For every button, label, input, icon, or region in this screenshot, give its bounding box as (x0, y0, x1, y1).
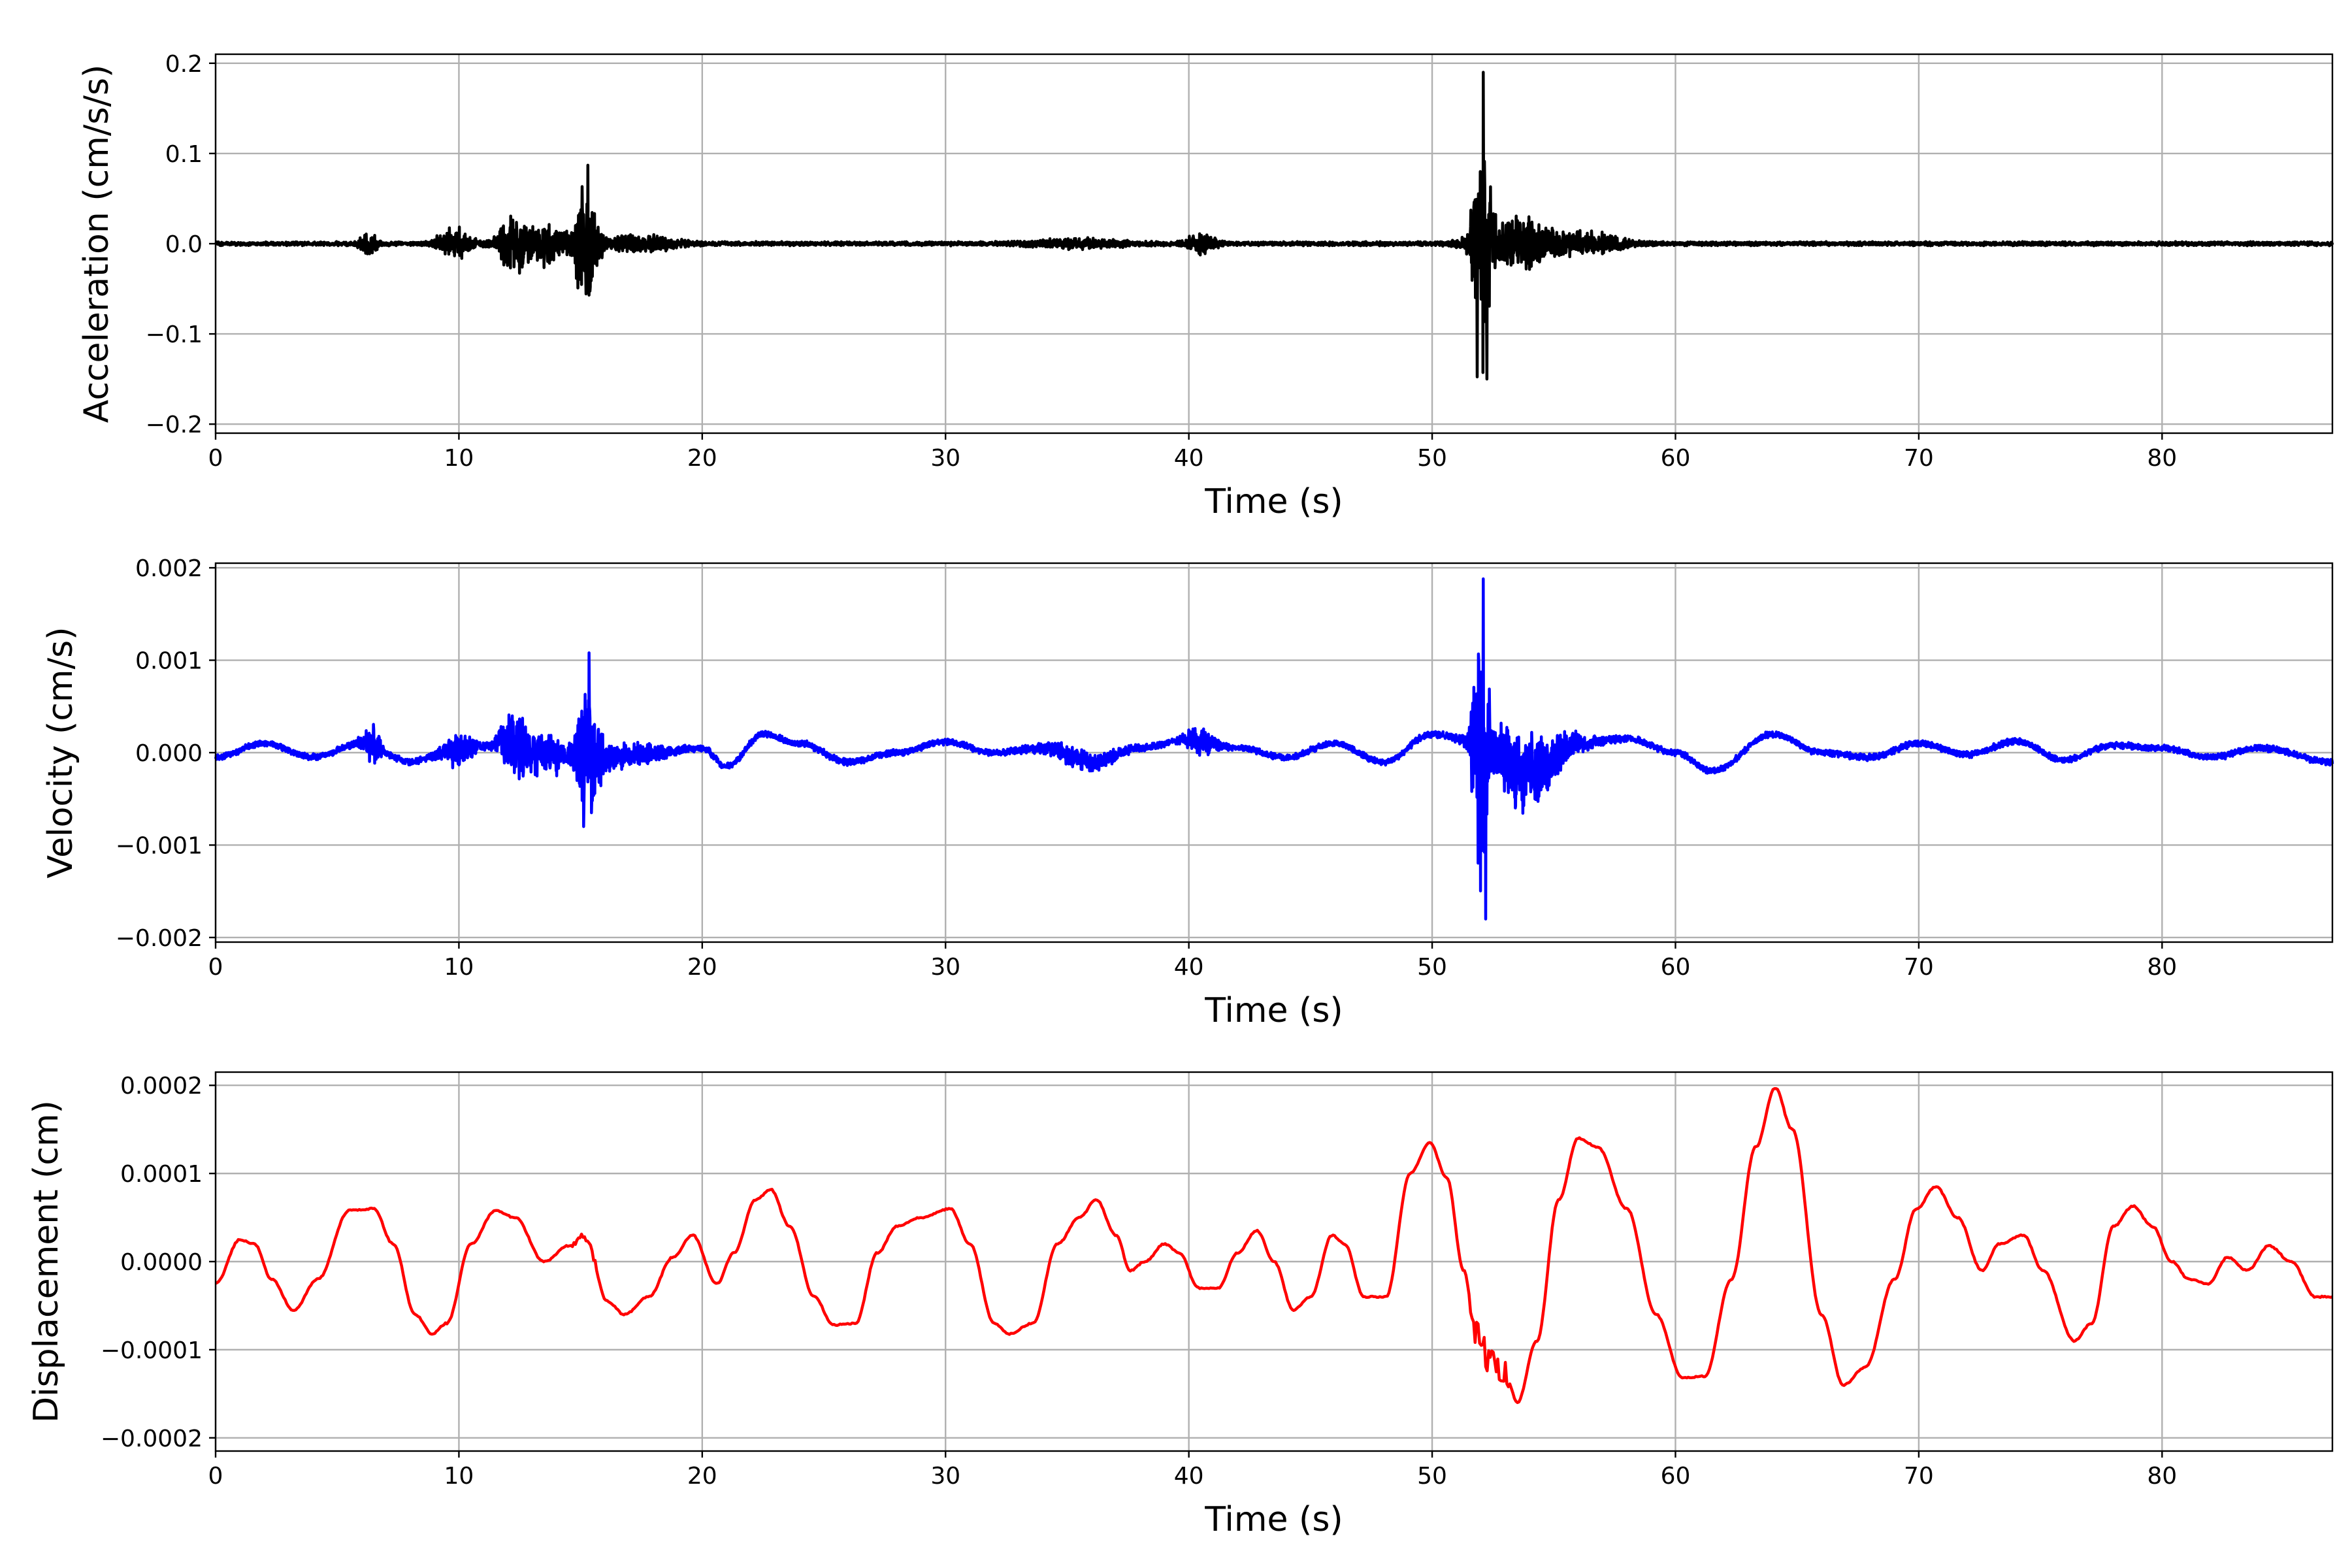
velocity-x-tick-label-1: 10 (444, 954, 474, 981)
displacement-x-tick-label-3: 30 (930, 1463, 960, 1490)
displacement-x-tick-label-6: 60 (1661, 1463, 1691, 1490)
displacement-x-tick-label-4: 40 (1174, 1463, 1204, 1490)
displacement-y-tick-label-3: 0.0001 (120, 1161, 203, 1188)
acceleration-y-tick-label-2: 0.0 (165, 231, 203, 258)
displacement-y-tick-label-4: 0.0002 (120, 1073, 203, 1100)
velocity-series-line (214, 577, 2334, 921)
velocity-y-tick-label-3: 0.001 (135, 648, 203, 675)
acceleration-y-tick-label-0: −0.2 (146, 412, 203, 438)
acceleration-panel: 0 10 20 30 40 50 60 70 80 −0.2 −0.1 0.0 0.1 0.2 Time … (77, 51, 2334, 521)
acceleration-x-tick-label-8: 80 (2147, 445, 2177, 472)
velocity-y-tick-label-0: −0.002 (116, 925, 203, 952)
acceleration-y-axis-label: Acceleration (cm/s/s) (77, 65, 116, 423)
acceleration-y-tick-label-1: −0.1 (146, 321, 203, 348)
acceleration-x-tick-label-0: 0 (208, 445, 223, 472)
velocity-ticks: 0 10 20 30 40 50 60 70 80 −0.002 −0.001 0.000 0.001 0… (116, 555, 2177, 981)
acceleration-x-axis-label: Time (s) (1204, 482, 1343, 521)
acceleration-x-tick-label-4: 40 (1174, 445, 1204, 472)
velocity-x-tick-label-7: 70 (1904, 954, 1934, 981)
velocity-x-axis-label: Time (s) (1204, 991, 1343, 1030)
displacement-x-tick-label-7: 70 (1904, 1463, 1934, 1490)
displacement-ticks: 0 10 20 30 40 50 60 70 80 −0.0002 −0.0001 0.0000 0.0… (101, 1073, 2177, 1490)
displacement-x-tick-label-8: 80 (2147, 1463, 2177, 1490)
velocity-x-tick-label-8: 80 (2147, 954, 2177, 981)
velocity-x-tick-label-2: 20 (687, 954, 717, 981)
velocity-trace (214, 577, 2334, 921)
velocity-x-tick-label-4: 40 (1174, 954, 1204, 981)
displacement-panel: 0 10 20 30 40 50 60 70 80 −0.0002 −0.0001 0.0000 0.0… (27, 1071, 2334, 1539)
acceleration-y-tick-label-3: 0.1 (165, 141, 203, 168)
acceleration-x-tick-label-2: 20 (687, 445, 717, 472)
acceleration-ticks: 0 10 20 30 40 50 60 70 80 −0.2 −0.1 0.0 0.1 0.2 (146, 51, 2178, 472)
velocity-x-tick-label-6: 60 (1661, 954, 1691, 981)
displacement-x-axis-label: Time (s) (1204, 1500, 1343, 1539)
acceleration-x-tick-label-5: 50 (1417, 445, 1447, 472)
displacement-y-tick-label-1: −0.0001 (101, 1337, 203, 1364)
acceleration-x-tick-label-1: 10 (444, 445, 474, 472)
velocity-panel: 0 10 20 30 40 50 60 70 80 −0.002 −0.001 0.000 0.001 0… (41, 555, 2334, 1030)
velocity-x-tick-label-3: 30 (930, 954, 960, 981)
displacement-x-tick-label-5: 50 (1417, 1463, 1447, 1490)
displacement-y-tick-label-0: −0.0002 (101, 1426, 203, 1452)
displacement-trace (214, 1086, 2333, 1405)
displacement-y-axis-label: Displacement (cm) (27, 1100, 66, 1423)
velocity-y-tick-label-1: −0.001 (116, 832, 203, 859)
displacement-y-tick-label-2: 0.0000 (120, 1249, 203, 1276)
displacement-series-line (214, 1086, 2333, 1405)
velocity-y-tick-label-2: 0.000 (135, 740, 203, 767)
acceleration-x-tick-label-3: 30 (930, 445, 960, 472)
velocity-x-tick-label-0: 0 (208, 954, 223, 981)
displacement-x-tick-label-0: 0 (208, 1463, 223, 1490)
velocity-y-axis-label: Velocity (cm/s) (41, 627, 80, 879)
acceleration-y-tick-label-4: 0.2 (165, 51, 203, 78)
displacement-x-tick-label-2: 20 (687, 1463, 717, 1490)
velocity-y-tick-label-4: 0.002 (135, 555, 203, 582)
acceleration-x-tick-label-6: 60 (1661, 445, 1691, 472)
displacement-x-tick-label-1: 10 (444, 1463, 474, 1490)
acceleration-trace (214, 71, 2334, 381)
velocity-x-tick-label-5: 50 (1417, 954, 1447, 981)
acceleration-series-line (214, 71, 2334, 381)
acceleration-x-tick-label-7: 70 (1904, 445, 1934, 472)
